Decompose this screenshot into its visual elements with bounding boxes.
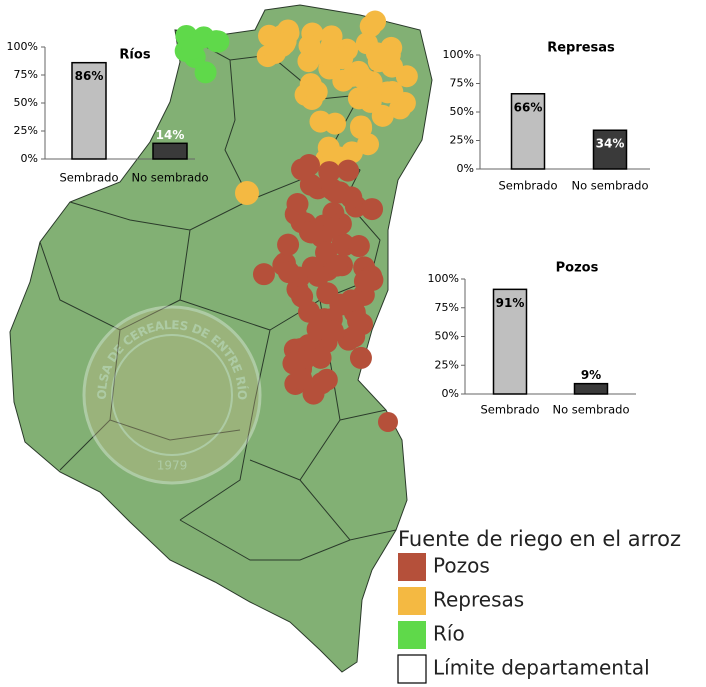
y-tick-label: 50%	[14, 96, 38, 109]
zone-dot	[307, 264, 330, 287]
zone-dot	[305, 80, 328, 103]
zone-dot	[351, 66, 374, 89]
category-label: No sembrado	[572, 179, 649, 193]
zone-dot	[315, 241, 338, 264]
legend-swatch	[398, 621, 426, 649]
zone-dot	[320, 25, 343, 48]
zone-dot	[318, 161, 341, 184]
zone-dot	[290, 367, 313, 390]
zone-dot	[317, 136, 340, 159]
zone-dot	[340, 186, 363, 209]
charts: Ríos 0% 25% 50% 75% 100% 86% Sembrado 14% No semb…	[7, 40, 650, 417]
zone-dot	[381, 81, 404, 104]
legend-title: Fuente de riego en el arroz	[398, 527, 681, 551]
category-label: No sembrado	[132, 171, 209, 185]
y-tick-label: 25%	[450, 134, 474, 147]
y-tick-label: 100%	[428, 272, 459, 285]
zone-dot	[300, 221, 323, 244]
legend-label: Límite departamental	[433, 656, 650, 680]
y-tick-label: 75%	[450, 77, 474, 90]
legend-swatch	[398, 587, 426, 615]
value-label: 34%	[596, 137, 625, 151]
legend-swatch	[398, 553, 426, 581]
y-tick-label: 50%	[450, 105, 474, 118]
chart-title: Pozos	[556, 261, 599, 276]
zone-dot	[298, 34, 321, 57]
zone-dot	[277, 233, 300, 256]
zone-dot	[273, 32, 296, 55]
y-tick-label: 50%	[435, 330, 459, 343]
zone-dot	[349, 346, 372, 369]
y-tick-label: 75%	[14, 68, 38, 81]
zone-dot	[194, 61, 217, 84]
y-tick-label: 100%	[7, 40, 38, 53]
irrigation-zones	[174, 10, 418, 432]
zone-dot	[347, 87, 370, 110]
zone-dot	[331, 47, 354, 70]
bar	[592, 129, 628, 170]
value-label: 14%	[156, 128, 185, 142]
zone-dot	[181, 37, 204, 60]
zone-dot	[365, 42, 388, 65]
zone-dot	[364, 10, 387, 33]
zone-dot	[299, 173, 322, 196]
y-tick-label: 25%	[435, 358, 459, 371]
bar	[573, 382, 609, 395]
category-label: Sembrado	[60, 171, 119, 185]
chart-title: Represas	[547, 41, 615, 56]
value-label: 86%	[75, 69, 104, 83]
zone-dot	[361, 198, 384, 221]
legend-label: Pozos	[433, 554, 490, 578]
value-label: 9%	[581, 368, 601, 382]
watermark-year: 1979	[157, 459, 188, 473]
legend-label: Río	[433, 622, 465, 646]
category-label: No sembrado	[553, 403, 630, 417]
y-tick-label: 100%	[443, 48, 474, 61]
value-label: 66%	[514, 100, 543, 114]
zone-dot	[277, 261, 300, 284]
value-label: 91%	[496, 296, 525, 310]
zone-dot	[343, 325, 366, 348]
y-tick-label: 75%	[435, 301, 459, 314]
y-tick-label: 0%	[442, 387, 459, 400]
zone-dot	[353, 270, 376, 293]
bar	[152, 142, 188, 160]
zone-dot	[235, 181, 259, 205]
bar	[510, 93, 546, 170]
zone-dot	[252, 263, 275, 286]
zone-dot	[309, 346, 332, 369]
legend: Fuente de riego en el arroz Pozos Represa…	[397, 527, 681, 684]
bar	[492, 288, 528, 395]
zone-dot	[337, 159, 360, 182]
zone-dot	[291, 350, 314, 373]
zone-dot	[347, 235, 370, 258]
category-label: Sembrado	[499, 179, 558, 193]
chart-title: Ríos	[119, 48, 150, 63]
zone-dot	[310, 372, 333, 395]
y-tick-label: 25%	[14, 124, 38, 137]
bar	[71, 61, 107, 160]
zone-dot	[205, 30, 228, 53]
zone-dot	[340, 141, 363, 164]
legend-label: Represas	[433, 588, 524, 612]
y-tick-label: 0%	[457, 162, 474, 175]
zone-dot	[371, 104, 394, 127]
watermark-seal	[82, 305, 262, 485]
zone-dot	[378, 412, 398, 432]
y-tick-label: 0%	[21, 152, 38, 165]
legend-swatch	[397, 654, 427, 684]
watermark-ring	[111, 334, 233, 456]
zone-dot	[309, 110, 332, 133]
category-label: Sembrado	[481, 403, 540, 417]
zone-dot	[286, 193, 309, 216]
zone-dot	[350, 117, 373, 140]
